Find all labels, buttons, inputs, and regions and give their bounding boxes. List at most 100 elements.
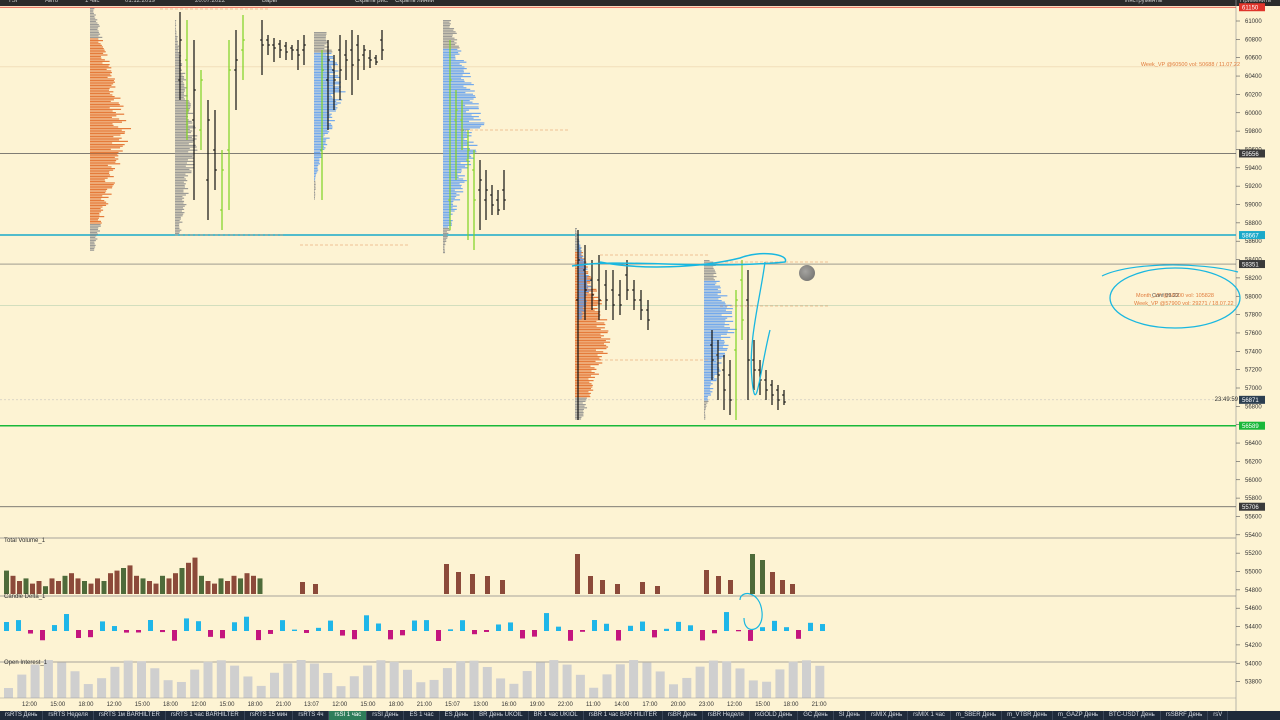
volume-profile-bar — [90, 112, 116, 114]
chart-tab[interactable]: rsBR Неделя — [703, 711, 750, 720]
volume-profile-bar — [443, 244, 446, 246]
chart-tab[interactable]: GC День — [798, 711, 834, 720]
oi-bar — [522, 671, 532, 698]
volume-profile-bar — [90, 128, 132, 130]
top-toolbar: TSI Авто 1 час 01.12.2019 20.07.2022 Бары Скры… — [0, 0, 1280, 6]
volume-profile-bar — [575, 365, 591, 367]
chart-tab[interactable]: m_GAZP День — [1053, 711, 1105, 720]
chart-tab[interactable]: rsRTS 4ч — [293, 711, 330, 720]
delta-bar — [796, 630, 801, 639]
volume-profile-bar — [90, 220, 101, 222]
chart-tab[interactable]: rsRTS 1 час BARHILTER — [166, 711, 245, 720]
volume-profile-bar — [575, 300, 602, 302]
chart-tab[interactable]: BTC-USDT День — [1104, 711, 1161, 720]
toolbar-item[interactable]: TSI — [8, 0, 18, 4]
volume-profile-bar — [175, 226, 180, 228]
toolbar-item[interactable]: Применить — [1240, 0, 1272, 4]
volume-profile-bar — [314, 190, 315, 192]
toolbar-item[interactable]: 01.12.2019 — [125, 0, 156, 4]
volume-profile-bar — [175, 31, 177, 33]
volume-profile-bar — [175, 71, 181, 73]
volume-profile-bar — [443, 39, 458, 41]
toolbar-item[interactable]: Скрыть рис. — [355, 0, 389, 4]
volume-profile-bar — [443, 168, 462, 170]
delta-bar — [556, 626, 561, 631]
freehand-drawing — [739, 593, 763, 630]
volume-profile-bar — [90, 203, 109, 205]
toolbar-item[interactable]: 20.07.2022 — [195, 0, 226, 4]
volume-profile-bar — [704, 292, 722, 294]
chart-tab[interactable]: ES 1 час — [404, 711, 440, 720]
chart-tab[interactable]: rsBR 1 час BAR HILITER — [584, 711, 663, 720]
chart-tab[interactable]: m_SBER День — [951, 711, 1003, 720]
chart-tab[interactable]: rsRTS День — [0, 711, 44, 720]
price-badge-label: 61150 — [1242, 6, 1259, 12]
volume-profile-bar — [175, 175, 189, 177]
oi-bar — [137, 661, 146, 698]
volume-profile-bar — [314, 116, 333, 118]
volume-profile-bar — [443, 213, 453, 215]
chart-tab[interactable]: rsSBRF День — [1161, 711, 1209, 720]
volume-profile-bar — [704, 354, 726, 356]
chart-tab[interactable]: rsMIX День — [866, 711, 909, 720]
volume-profile-bar — [443, 79, 464, 81]
volume-profile-bar — [314, 68, 333, 70]
delta-bar — [496, 624, 501, 631]
chart-tab[interactable]: BR День UKOIL — [474, 711, 529, 720]
chart-tab[interactable]: rsBR День — [663, 711, 703, 720]
oi-bar — [403, 669, 412, 698]
chart-tab[interactable]: BR 1 час UKIOL — [529, 711, 584, 720]
volume-profile-bar — [90, 86, 116, 88]
toolbar-item[interactable]: 1 час — [85, 0, 100, 4]
delta-bar — [400, 630, 405, 636]
volume-profile-bar — [578, 292, 586, 294]
delta-bar — [424, 620, 429, 631]
price-tick-label: 59000 — [1245, 203, 1262, 209]
time-axis-label: 15:00 — [219, 702, 235, 708]
chart-tab[interactable]: rsSI 1 час — [329, 711, 368, 720]
chart-tab[interactable]: rsV — [1208, 711, 1229, 720]
time-axis-label: 19:00 — [530, 702, 546, 708]
toolbar-item[interactable]: Скрыть линии — [395, 0, 435, 4]
volume-profile-bar — [314, 54, 327, 56]
chart-tab[interactable]: rsGOLD День — [750, 711, 799, 720]
volume-profile-bar — [704, 415, 706, 417]
price-tick-label: 54600 — [1245, 606, 1262, 612]
toolbar-item[interactable]: Бары — [262, 0, 277, 4]
volume-profile-bar — [704, 276, 717, 278]
volume-profile-bar — [314, 84, 334, 86]
volume-profile-bar — [90, 80, 114, 82]
chart-tab[interactable]: rsSI День — [367, 711, 405, 720]
volume-profile-bar — [175, 210, 182, 212]
volume-bar — [218, 578, 224, 594]
chart-tab[interactable]: rsRTS Неделя — [43, 711, 94, 720]
volume-profile-bar — [314, 64, 338, 66]
cursor-pointer-icon — [799, 265, 815, 281]
chart-tab[interactable]: SI День — [834, 711, 866, 720]
volume-profile-bar — [175, 191, 184, 193]
volume-profile-bar — [90, 57, 102, 59]
volume-bar — [205, 581, 211, 594]
toolbar-item[interactable]: Инструменты — [1125, 0, 1163, 4]
chart-tab[interactable]: ES День — [440, 711, 475, 720]
chart-tab[interactable]: rsRTS 1м BARHILTER — [94, 711, 166, 720]
volume-profile-bar — [175, 39, 178, 41]
oi-bar — [110, 666, 120, 698]
volume-profile-bar — [90, 168, 115, 170]
volume-profile-bar — [314, 105, 336, 107]
toolbar-item[interactable]: Авто — [45, 0, 59, 4]
chart-tab[interactable]: rsMIX 1 час — [908, 711, 951, 720]
chart-tab[interactable]: m_VTBR День — [1002, 711, 1053, 720]
volume-profile-bar — [443, 210, 455, 212]
volume-profile-bar — [575, 340, 606, 342]
volume-profile-bar — [314, 153, 322, 155]
volume-profile-bar — [443, 186, 461, 188]
chart-tab[interactable]: rsRTS 15 мин — [245, 711, 294, 720]
volume-profile-bar — [443, 82, 472, 84]
volume-profile-bar — [314, 70, 339, 72]
volume-profile-bar — [90, 174, 111, 176]
volume-profile-bar — [175, 48, 179, 50]
volume-profile-bar — [704, 407, 706, 409]
freehand-ellipse — [1109, 267, 1241, 329]
